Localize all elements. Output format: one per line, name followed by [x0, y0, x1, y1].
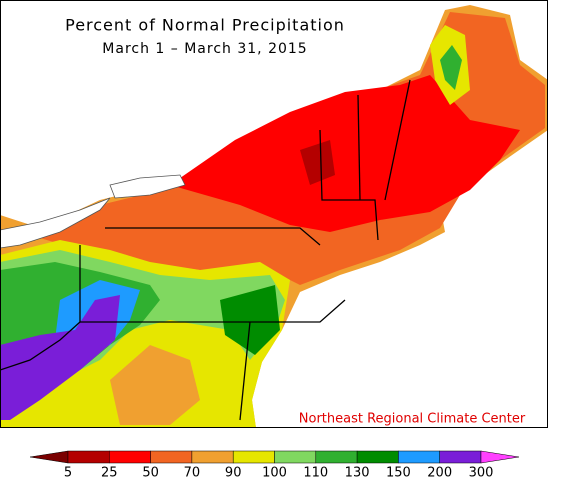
legend-swatch — [315, 450, 358, 464]
legend-swatch — [274, 450, 317, 464]
legend-label: 130 — [345, 466, 370, 479]
title: Percent of Normal Precipitation — [65, 16, 345, 35]
zone-90 — [110, 345, 200, 425]
zone-50 — [170, 75, 520, 232]
legend-label: 25 — [101, 466, 118, 479]
lake-erie — [0, 197, 111, 249]
legend-label: 110 — [303, 466, 328, 479]
legend-swatch — [150, 450, 193, 464]
legend-swatch — [356, 450, 399, 464]
legend-label: 5 — [64, 466, 72, 479]
credit: Northeast Regional Climate Center — [299, 412, 526, 427]
legend-label: 150 — [386, 466, 411, 479]
legend: 5 25 50 70 90 100 110 130 150 200 300 — [29, 450, 520, 481]
zone-150 — [220, 285, 280, 355]
legend-label: 90 — [225, 466, 242, 479]
legend-label: 50 — [142, 466, 159, 479]
legend-swatch — [398, 450, 440, 464]
legend-arrow-low — [29, 450, 69, 464]
subtitle: March 1 – March 31, 2015 — [102, 41, 307, 57]
legend-swatch — [67, 450, 110, 464]
state-lines — [0, 79, 411, 421]
legend-label: 300 — [469, 466, 494, 479]
map — [0, 0, 548, 428]
legend-swatch — [439, 450, 482, 464]
legend-swatch — [191, 450, 234, 464]
legend-label: 70 — [184, 466, 201, 479]
zone-300 — [0, 295, 120, 420]
legend-label: 200 — [427, 466, 452, 479]
zone-130 — [440, 45, 462, 90]
legend-label: 100 — [262, 466, 287, 479]
legend-swatch — [109, 450, 151, 464]
map-border — [0, 0, 548, 428]
zone-25 — [300, 140, 335, 185]
legend-swatch — [232, 450, 275, 464]
lake-ontario — [109, 174, 186, 199]
legend-arrow-high — [480, 450, 520, 464]
